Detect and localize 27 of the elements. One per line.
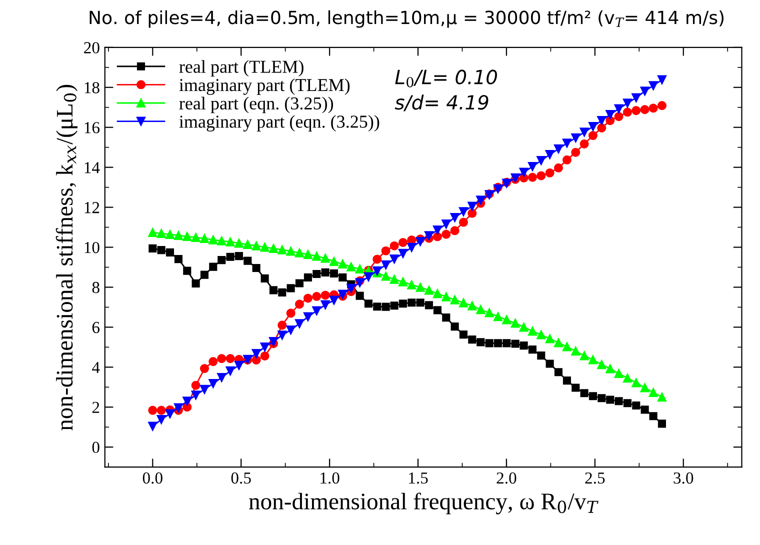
y-tick-label: 4	[92, 362, 100, 373]
x-axis-title: non-dimensional frequency, ω R$_{0}$/v$_{T}$	[249, 492, 598, 514]
y-axis-title: non-dimensional stiffness, k$_{xx}$/(μL$_{0}$)	[56, 84, 78, 430]
x-tick-label: 2.0	[496, 472, 516, 484]
y-tick-label: 20	[84, 42, 100, 54]
y-tick-label: 2	[92, 402, 100, 413]
y-tick-label: 10	[84, 242, 100, 254]
y-tick-label: 14	[84, 162, 100, 174]
y-tick-label: 8	[92, 282, 100, 294]
y-tick-label: 12	[84, 202, 100, 214]
x-tick-label: 2.5	[585, 472, 605, 484]
x-tick-label: 0.0	[142, 472, 162, 484]
x-tick-label: 1.5	[409, 472, 428, 484]
y-tick-label: 6	[92, 322, 100, 334]
x-tick-label: 1.0	[320, 472, 340, 484]
legend-label: imaginary part (eqn. (3.25))	[179, 115, 380, 132]
legend-label: real part (TLEM)	[179, 60, 304, 77]
legend-label: imaginary part (TLEM)	[179, 78, 350, 95]
x-tick-label: 3.0	[674, 472, 694, 484]
annotation: L$_{0}$/L= 0.10	[395, 70, 498, 88]
x-tick-label: 0.5	[231, 472, 251, 484]
y-tick-label: 0	[92, 442, 100, 454]
y-tick-label: 16	[84, 122, 100, 134]
y-tick-label: 18	[84, 82, 100, 94]
annotation: s/d= 4.19	[394, 94, 488, 112]
legend-label: real part (eqn. (3.25))	[179, 96, 334, 114]
chart-title: No. of piles=4, dia=0.5m, length=10m,μ = 30000 tf/m² (v$_{T}$= 414 m/s)	[90, 10, 724, 28]
